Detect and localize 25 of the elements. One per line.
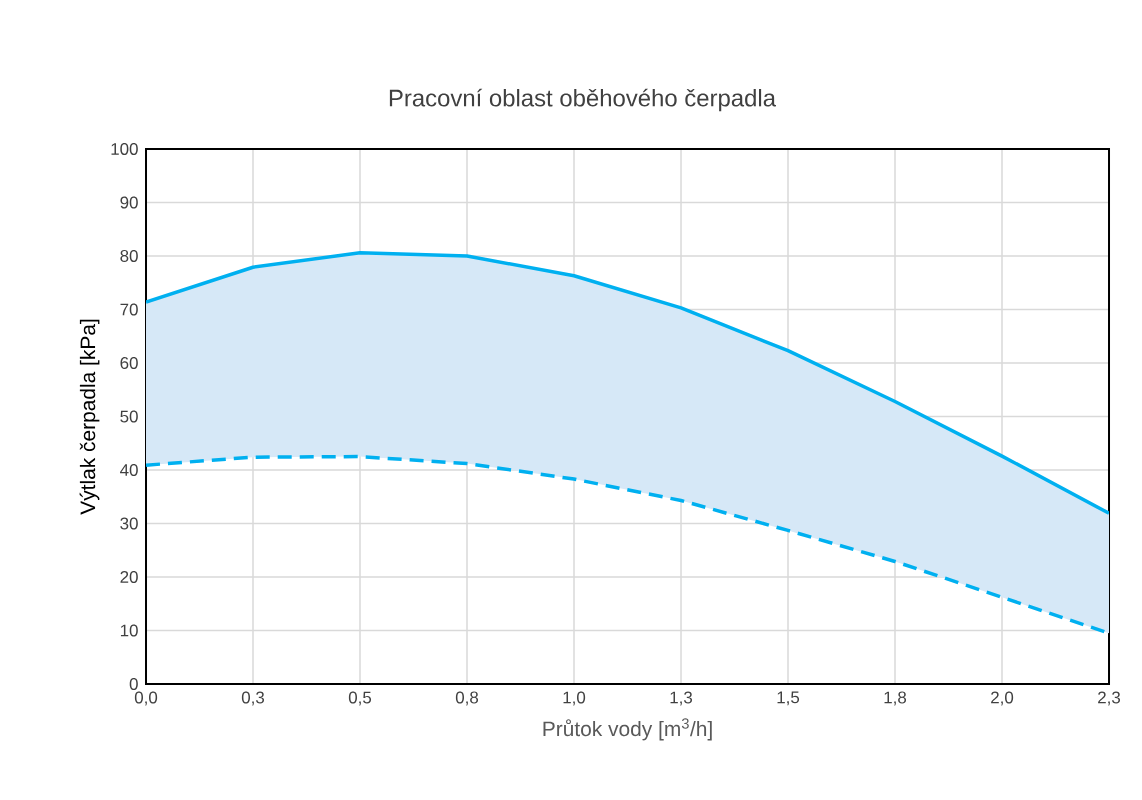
x-tick-label: 1,5 <box>777 691 800 706</box>
x-tick-label: 0,3 <box>241 691 265 706</box>
y-axis-title: Výtlak čerpadla [kPa] <box>79 319 100 515</box>
x-tick-label: 2,0 <box>991 691 1014 706</box>
x-tick-label: 0,8 <box>455 691 479 706</box>
y-tick-label: 70 <box>120 303 138 316</box>
x-axis-title: Průtok vody [m$^{3}$/h] <box>543 718 712 741</box>
y-tick-label: 60 <box>120 356 138 369</box>
y-tick-label: 10 <box>120 624 138 637</box>
x-tick-label: 0,0 <box>134 691 158 706</box>
x-tick-label: 0,5 <box>348 691 372 706</box>
y-tick-label: 50 <box>120 410 138 423</box>
y-tick-label: 80 <box>120 249 138 262</box>
y-tick-label: 20 <box>120 570 138 583</box>
y-tick-label: 40 <box>120 463 138 476</box>
y-tick-label: 30 <box>120 517 138 530</box>
y-tick-label: 100 <box>111 142 138 155</box>
y-tick-label: 90 <box>120 196 138 209</box>
y-tick-label: 0 <box>129 677 138 690</box>
x-tick-label: 2,3 <box>1098 691 1121 706</box>
x-tick-label: 1,8 <box>884 691 907 706</box>
x-tick-label: 1,0 <box>563 691 586 706</box>
chart-title: Pracovní oblast oběhového čerpadla <box>389 88 776 112</box>
x-tick-label: 1,3 <box>670 691 693 706</box>
line-series <box>146 251 1110 516</box>
